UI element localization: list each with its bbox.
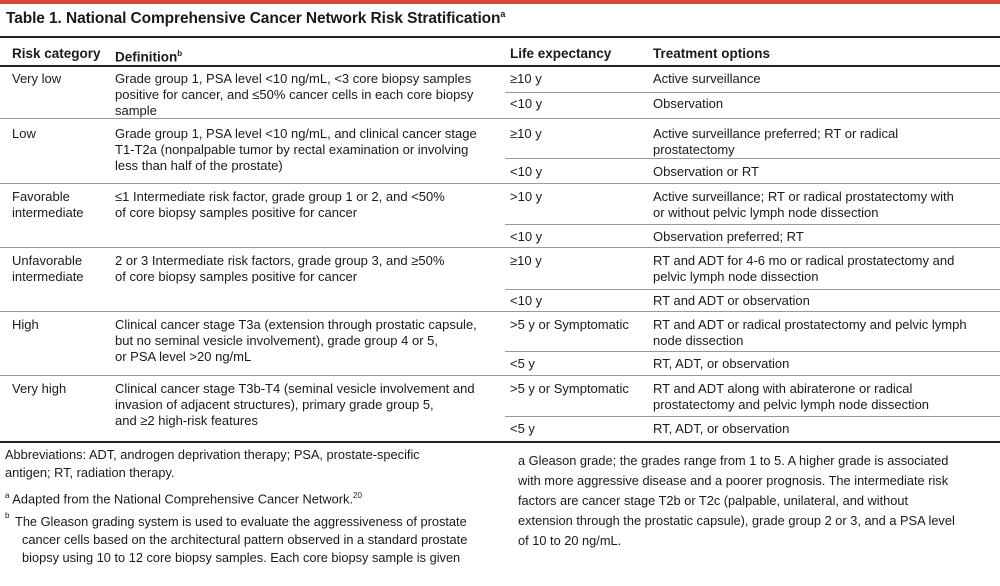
footnote-a-reference: 20 <box>353 491 362 500</box>
footnote-b-continued-line: with more aggressive disease and a poore… <box>518 473 949 488</box>
footnote-b-mark: b <box>5 511 10 520</box>
definition-line: Grade group 1, PSA level <10 ng/mL, <3 c… <box>115 71 472 86</box>
life-expectancy-value: <10 y <box>510 164 543 179</box>
life-expectancy-value: >5 y or Symptomatic <box>510 381 629 396</box>
life-expectancy-value: ≥10 y <box>510 253 542 268</box>
life-expectancy-value: <5 y <box>510 356 535 371</box>
life-expectancy-value: >5 y or Symptomatic <box>510 317 629 332</box>
header-life-expectancy: Life expectancy <box>510 46 612 61</box>
footnote-b-line: biopsy using 10 to 12 core biopsy sample… <box>22 550 461 565</box>
row-divider <box>0 247 1000 248</box>
treatment-option-line: prostatectomy and pelvic lymph node diss… <box>653 397 930 412</box>
definition-line: positive for cancer, and ≤50% cancer cel… <box>115 87 474 102</box>
definition-line: invasion of adjacent structures), primar… <box>115 397 434 412</box>
treatment-option-line: RT, ADT, or observation <box>653 356 790 371</box>
footnote-b-continued-line: of 10 to 20 ng/mL. <box>518 533 622 548</box>
header-bottom-rule <box>0 65 1000 67</box>
life-expectancy-value: ≥10 y <box>510 71 542 86</box>
risk-category-line: Low <box>12 126 36 141</box>
definition-line: less than half of the prostate) <box>115 158 283 173</box>
treatment-option-line: pelvic lymph node dissection <box>653 269 819 284</box>
treatment-option-line: Active surveillance preferred; RT or rad… <box>653 126 899 141</box>
row-divider <box>0 311 1000 312</box>
option-divider <box>505 351 1000 352</box>
header-treatment-options: Treatment options <box>653 46 771 61</box>
table-title: Table 1. National Comprehensive Cancer N… <box>6 9 506 28</box>
footnote-a-mark: a <box>5 491 10 500</box>
life-expectancy-value: ≥10 y <box>510 126 542 141</box>
header-top-rule <box>0 36 1000 38</box>
header-risk-category: Risk category <box>12 46 101 61</box>
definition-line: ≤1 Intermediate risk factor, grade group… <box>115 189 445 204</box>
treatment-option-line: Active surveillance; RT or radical prost… <box>653 189 954 204</box>
footnote-a: a Adapted from the National Comprehensiv… <box>5 487 362 508</box>
definition-line: or PSA level >20 ng/mL <box>115 349 252 364</box>
treatment-option-line: Observation <box>653 96 724 111</box>
definition-line: of core biopsy samples positive for canc… <box>115 205 358 220</box>
risk-category-line: Unfavorable <box>12 253 83 268</box>
definition-line: sample <box>115 103 157 118</box>
treatment-option-line: RT and ADT or radical prostatectomy and … <box>653 317 967 332</box>
definition-line: Clinical cancer stage T3b-T4 (seminal ve… <box>115 381 475 396</box>
definition-line: Clinical cancer stage T3a (extension thr… <box>115 317 477 332</box>
life-expectancy-value: <5 y <box>510 421 535 436</box>
footnote-b-continued-line: factors are cancer stage T2b or T2c (pal… <box>518 493 909 508</box>
treatment-option-line: Active surveillance <box>653 71 761 86</box>
footnote-b-continued-line: a Gleason grade; the grades range from 1… <box>518 453 949 468</box>
treatment-option-line: RT and ADT for 4-6 mo or radical prostat… <box>653 253 955 268</box>
treatment-option-line: RT and ADT or observation <box>653 293 810 308</box>
treatment-option-line: prostatectomy <box>653 142 735 157</box>
life-expectancy-value: <10 y <box>510 96 543 111</box>
treatment-option-line: RT, ADT, or observation <box>653 421 790 436</box>
footnote-b-continued-line: extension through the prostatic capsule)… <box>518 513 955 528</box>
option-divider <box>505 416 1000 417</box>
top-accent-bar <box>0 0 1000 4</box>
footnote-b-line: The Gleason grading system is used to ev… <box>15 514 467 529</box>
row-divider <box>0 375 1000 376</box>
abbreviations-line: antigen; RT, radiation therapy. <box>5 465 175 480</box>
option-divider <box>505 158 1000 159</box>
definition-line: T1-T2a (nonpalpable tumor by rectal exam… <box>115 142 469 157</box>
definition-line: of core biopsy samples positive for canc… <box>115 269 358 284</box>
definition-line: but no seminal vesicle involvement), gra… <box>115 333 439 348</box>
abbreviations-line: Abbreviations: ADT, androgen deprivation… <box>5 447 420 462</box>
treatment-option-line: or without pelvic lymph node dissection <box>653 205 879 220</box>
row-divider <box>0 118 1000 119</box>
risk-category-line: Favorable <box>12 189 70 204</box>
footnote-a-text: Adapted from the National Comprehensive … <box>9 491 354 507</box>
header-definition: Definitionb <box>115 49 183 65</box>
risk-category-line: Very low <box>12 71 62 86</box>
treatment-option-line: RT and ADT along with abiraterone or rad… <box>653 381 913 396</box>
risk-category-line: intermediate <box>12 269 84 284</box>
life-expectancy-value: <10 y <box>510 293 543 308</box>
treatment-option-line: Observation or RT <box>653 164 759 179</box>
footnote-b-line: cancer cells based on the architectural … <box>22 532 468 547</box>
life-expectancy-value: <10 y <box>510 229 543 244</box>
treatment-option-line: node dissection <box>653 333 744 348</box>
option-divider <box>505 224 1000 225</box>
option-divider <box>505 289 1000 290</box>
life-expectancy-value: >10 y <box>510 189 543 204</box>
risk-category-line: intermediate <box>12 205 84 220</box>
option-divider <box>505 92 1000 93</box>
definition-line: 2 or 3 Intermediate risk factors, grade … <box>115 253 445 268</box>
definition-line: Grade group 1, PSA level <10 ng/mL, and … <box>115 126 477 141</box>
row-divider <box>0 183 1000 184</box>
treatment-option-line: Observation preferred; RT <box>653 229 804 244</box>
definition-line: and ≥2 high-risk features <box>115 413 258 428</box>
risk-category-line: Very high <box>12 381 67 396</box>
table-bottom-rule <box>0 441 1000 443</box>
risk-category-line: High <box>12 317 39 332</box>
